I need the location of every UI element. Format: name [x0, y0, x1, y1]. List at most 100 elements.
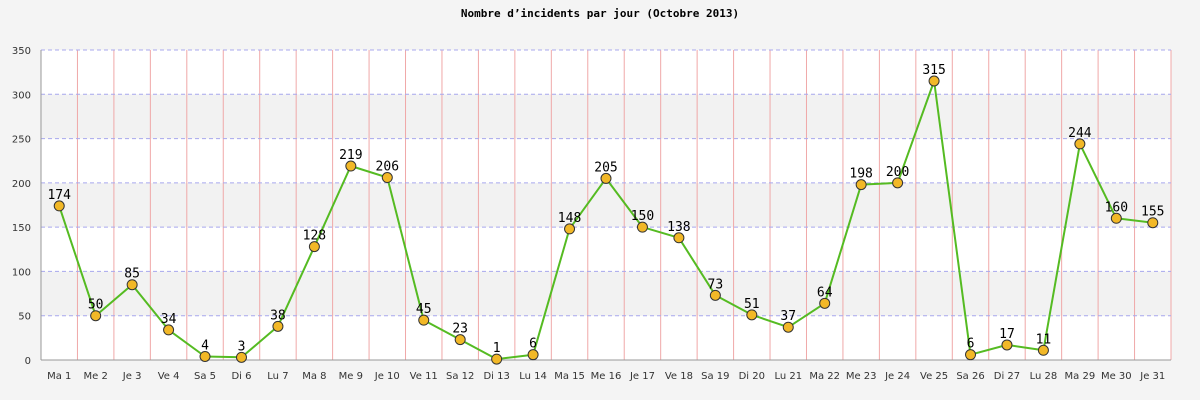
data-point [418, 314, 430, 326]
data-label: 205 [594, 160, 617, 175]
x-tick-label: Ve 4 [158, 371, 180, 382]
x-tick-label: Lu 7 [267, 371, 288, 382]
data-point [564, 223, 576, 235]
data-point [1074, 138, 1086, 150]
data-point [381, 172, 393, 184]
data-point [892, 177, 904, 189]
x-tick-label: Di 13 [483, 371, 509, 382]
plot-band [41, 50, 1171, 95]
x-tick-label: Me 16 [591, 371, 622, 382]
x-tick-label: Me 23 [846, 371, 877, 382]
plot-band [41, 182, 1171, 228]
data-point [527, 349, 539, 361]
data-label: 73 [708, 277, 724, 292]
x-tick-label: Di 27 [994, 371, 1020, 382]
data-point [709, 289, 721, 301]
data-point [819, 297, 831, 309]
y-tick-label: 200 [12, 179, 31, 190]
data-markers [53, 75, 1159, 365]
x-tick-label: Di 20 [739, 371, 765, 382]
data-label: 34 [161, 312, 177, 327]
data-label: 3 [238, 339, 246, 354]
y-tick-label: 100 [12, 267, 31, 278]
plot-bands [41, 50, 1171, 360]
x-tick-label: Je 24 [884, 371, 910, 382]
x-tick-label: Lu 28 [1030, 371, 1058, 382]
plot-band [41, 94, 1171, 139]
x-tick-label: Me 30 [1101, 371, 1132, 382]
x-tick-label: Ma 1 [47, 371, 71, 382]
data-label: 64 [817, 285, 833, 300]
data-label: 174 [47, 188, 71, 203]
data-label: 206 [376, 160, 399, 175]
data-label: 11 [1036, 332, 1052, 347]
x-tick-label: Ma 22 [809, 371, 840, 382]
data-label: 160 [1105, 200, 1128, 215]
data-label: 150 [631, 209, 654, 224]
y-tick-label: 350 [12, 46, 31, 57]
x-tick-label: Je 10 [374, 371, 400, 382]
data-point [163, 324, 175, 336]
plot-band [41, 227, 1171, 272]
x-tick-label: Me 9 [339, 371, 363, 382]
x-tick-label: Ma 15 [554, 371, 585, 382]
data-point [308, 241, 320, 253]
x-tick-label: Je 3 [122, 371, 142, 382]
data-point [491, 353, 503, 365]
horizontal-gridlines [41, 49, 1171, 317]
y-tick-label: 150 [12, 223, 31, 234]
data-label: 45 [416, 302, 432, 317]
data-point [345, 160, 357, 172]
y-tick-labels: 0 50 100 150 200 250 300 350 [12, 46, 31, 367]
x-tick-label: Lu 14 [519, 371, 547, 382]
data-label: 219 [339, 148, 362, 163]
plot-band [41, 271, 1171, 316]
x-tick-label: Sa 12 [446, 371, 474, 382]
x-tick-label: Sa 5 [194, 371, 216, 382]
x-tick-label: Sa 26 [956, 371, 984, 382]
data-point [1001, 339, 1013, 351]
data-point [1037, 344, 1049, 356]
x-tick-label: Lu 21 [774, 371, 802, 382]
data-label: 200 [886, 165, 909, 180]
y-tick-label: 50 [18, 312, 31, 323]
data-label: 50 [88, 298, 104, 313]
data-point [53, 200, 65, 212]
x-tick-label: Me 2 [84, 371, 108, 382]
data-point [126, 279, 138, 291]
x-tick-label: Je 17 [629, 371, 655, 382]
data-label: 6 [529, 337, 537, 352]
x-tick-label: Ve 18 [665, 371, 693, 382]
data-point [636, 221, 648, 233]
x-tick-labels: Ma 1 Me 2 Je 3 Ve 4 Sa 5 Di 6 Lu 7 Ma 8 Me 9 Je 1… [47, 371, 1165, 382]
plot-band [41, 315, 1171, 360]
data-point [746, 309, 758, 321]
data-point [782, 321, 794, 333]
data-point [90, 310, 102, 322]
data-label: 315 [922, 63, 945, 78]
data-label: 6 [967, 337, 975, 352]
data-label: 23 [452, 322, 468, 337]
data-point [1147, 217, 1159, 229]
data-point [928, 75, 940, 87]
data-label: 155 [1141, 205, 1164, 220]
data-label: 148 [558, 211, 581, 226]
data-point [272, 320, 284, 332]
data-point [454, 334, 466, 346]
data-label: 4 [201, 338, 209, 353]
chart-title: Nombre d’incidents par jour (Octobre 201… [461, 7, 739, 20]
x-tick-label: Je 31 [1139, 371, 1165, 382]
x-tick-label: Ve 25 [920, 371, 948, 382]
data-label: 1 [493, 341, 501, 356]
data-label: 244 [1068, 126, 1092, 141]
data-label: 17 [999, 327, 1015, 342]
data-point [1110, 212, 1122, 224]
data-label: 51 [744, 297, 760, 312]
data-point [673, 232, 685, 244]
data-label: 138 [667, 220, 690, 235]
data-label: 198 [849, 167, 872, 182]
x-tick-label: Ve 11 [410, 371, 438, 382]
data-label: 128 [303, 229, 326, 244]
x-tick-label: Di 6 [231, 371, 251, 382]
